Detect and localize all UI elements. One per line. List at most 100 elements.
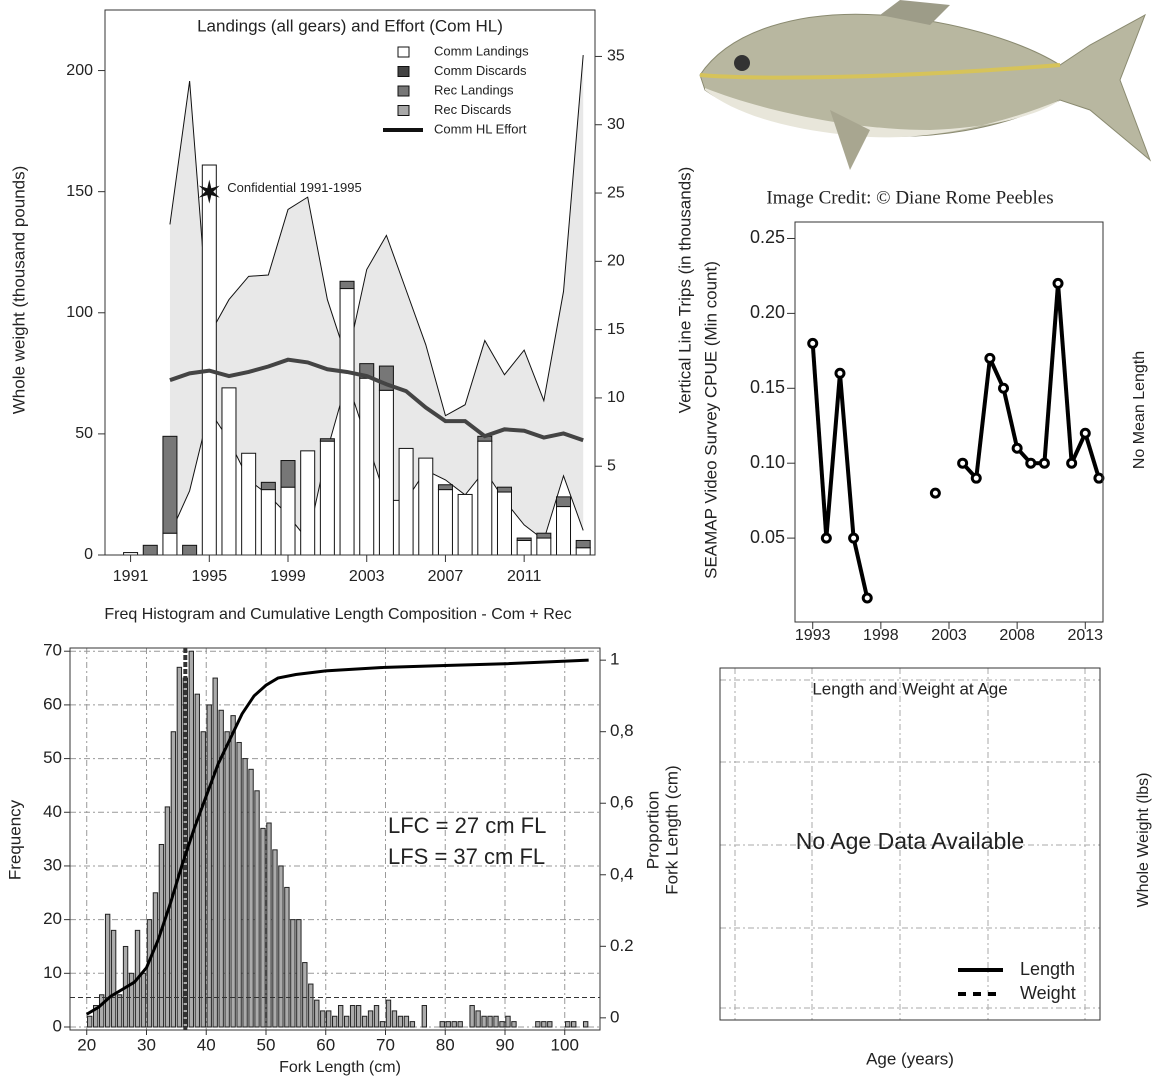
y-tick-label: 200 [66,62,93,79]
bar [477,440,493,556]
histogram-bar [218,709,224,1028]
y-tick-label: 40 [43,802,62,821]
data-point [834,367,846,379]
x-tick-label: 1998 [863,627,899,644]
fish-dorsal-fin [880,0,950,25]
fish-body [699,13,1152,162]
histogram-bar [284,886,290,1028]
y2-axis-label: Proportion [643,791,662,869]
histogram-bar [314,999,320,1028]
bar [280,460,296,488]
y-axis-label: Frequency [5,799,24,880]
fish-belly [705,88,1060,138]
bar [437,484,453,491]
data-point [1011,442,1023,454]
bar [300,450,316,556]
bar [221,387,237,556]
connector [810,343,829,539]
y-tick-label: 70 [43,641,62,660]
x-tick-label: 2013 [1067,627,1103,644]
x-tick-label: 1991 [113,568,149,585]
data-point [998,382,1010,394]
data-point [1052,277,1064,289]
y2-tick-label: 0.2 [610,936,634,955]
histogram-bar [296,919,302,1028]
bar [575,539,591,549]
y-tick-label: 10 [43,963,62,982]
data-point [820,532,832,544]
y2-tick-label: 5 [607,457,616,474]
bar [516,537,532,541]
histogram-bar [98,994,105,1028]
x-tick-label: 20 [77,1035,96,1054]
histogram-bar [361,1015,368,1028]
connector [851,537,870,599]
connector [1083,432,1101,479]
bar [260,481,276,491]
y2-tick-label: 10 [607,389,625,406]
data-point [957,457,969,469]
histogram-bar [547,1021,553,1028]
x-tick-label: 2003 [931,627,967,644]
histogram-bar [87,1015,93,1028]
bar [378,389,394,556]
y2-tick-label: 35 [607,48,625,65]
histogram-bar [499,1021,505,1028]
histogram-bar [457,1021,463,1028]
y-tick-label: 50 [75,425,93,442]
y2-tick-label: 0,4 [610,864,634,883]
data-point [807,337,819,349]
y2-tick-label: 15 [607,321,625,338]
histogram-bar [254,790,260,1028]
data-point [984,352,996,364]
histogram-bar [367,1010,374,1028]
connector [1001,387,1020,449]
histogram-bar [409,1021,416,1028]
y2-tick-label: 30 [607,116,625,133]
y-tick-label: 0.25 [750,227,785,247]
histogram-bar [308,983,314,1028]
effort-line [169,357,584,443]
histogram-bar [337,1005,344,1028]
histogram-bar [373,1005,380,1028]
histogram-bar [326,1010,332,1028]
annotation: LFS = 37 cm FL [388,844,545,869]
bar [575,547,591,556]
bar [556,496,572,508]
histogram-bar [505,1015,511,1028]
histogram-bar [170,731,177,1028]
bar [496,491,512,556]
histogram-bar [128,972,135,1028]
bar [201,164,217,556]
histogram-bar [391,1010,398,1028]
histogram-bar [332,1015,338,1028]
data-point [1066,457,1078,469]
histogram-bar [224,731,230,1028]
histogram-bar [535,1021,541,1028]
effort-band-upper [169,55,584,417]
histogram-bar [302,962,308,1028]
histogram-bar [242,758,248,1028]
histogram-bar [541,1021,547,1028]
no-data-message: No Age Data Available [796,828,1024,854]
histogram-bar [146,919,153,1028]
bar [142,544,158,556]
x-tick-label: 2003 [349,568,385,585]
bar [241,452,257,556]
histogram-bar [445,1021,451,1028]
plot-frame [104,9,596,556]
data-point [1079,427,1091,439]
data-point [861,592,873,604]
data-point [1093,472,1105,484]
legend-swatch [397,66,410,77]
legend-label: Rec Landings [434,82,514,97]
bar [418,457,434,556]
y-tick-label: 60 [43,694,62,713]
bar [556,506,572,556]
y-tick-label: 0.20 [750,302,785,322]
histogram-bar [582,1021,589,1028]
chart-title: Length and Weight at Age [812,679,1007,698]
x-tick-label: 1995 [192,568,228,585]
